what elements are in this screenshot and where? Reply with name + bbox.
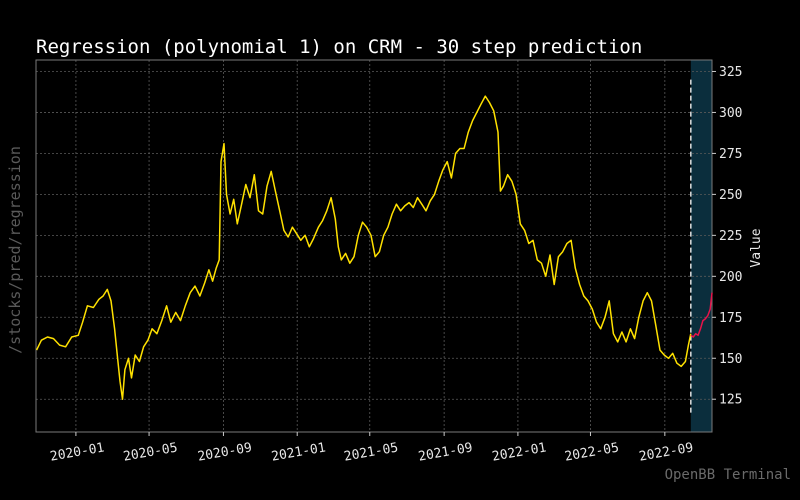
prediction-series-line bbox=[690, 292, 713, 338]
y-tick-label: 250 bbox=[719, 188, 742, 203]
watermark: OpenBB Terminal bbox=[665, 467, 791, 483]
y-axis-label: Value bbox=[749, 228, 764, 267]
y-tick-label: 225 bbox=[719, 229, 742, 244]
command-path-label: /stocks/pred/regression bbox=[6, 146, 24, 354]
y-tick-label: 150 bbox=[719, 352, 742, 367]
y-tick-label: 125 bbox=[719, 393, 742, 408]
y-axis-ticks: 125 150 175 200 225 250 275 300 325 bbox=[712, 65, 742, 408]
plot-area bbox=[35, 59, 713, 433]
y-tick-label: 175 bbox=[719, 311, 742, 326]
y-tick-label: 300 bbox=[719, 106, 742, 121]
plot-frame bbox=[35, 59, 713, 433]
y-tick-label: 325 bbox=[719, 65, 742, 80]
history-series-line bbox=[35, 95, 692, 400]
chart-title: Regression (polynomial 1) on CRM - 30 st… bbox=[36, 36, 642, 58]
gridlines bbox=[36, 60, 712, 432]
prediction-region-shade bbox=[690, 60, 712, 432]
y-tick-label: 275 bbox=[719, 147, 742, 162]
y-tick-label: 200 bbox=[719, 270, 742, 285]
